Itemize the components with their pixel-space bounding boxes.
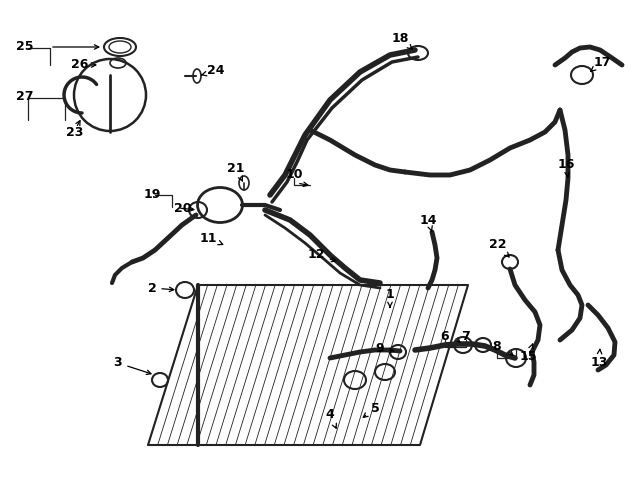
Text: 20: 20 bbox=[174, 202, 192, 215]
Text: 9: 9 bbox=[376, 343, 394, 356]
Text: 16: 16 bbox=[557, 158, 575, 177]
Text: 26: 26 bbox=[71, 59, 89, 72]
Text: 14: 14 bbox=[419, 214, 436, 232]
Text: 6: 6 bbox=[441, 331, 449, 344]
Text: 18: 18 bbox=[391, 32, 412, 49]
Text: 15: 15 bbox=[519, 344, 537, 362]
Text: 8: 8 bbox=[493, 340, 501, 353]
Text: 11: 11 bbox=[199, 231, 223, 245]
Text: 17: 17 bbox=[591, 56, 611, 72]
Text: 12: 12 bbox=[307, 249, 336, 262]
Text: 4: 4 bbox=[326, 408, 337, 428]
Text: 24: 24 bbox=[202, 64, 225, 77]
Text: 1: 1 bbox=[386, 288, 394, 307]
Text: 5: 5 bbox=[364, 401, 380, 418]
Text: 2: 2 bbox=[148, 281, 174, 295]
Text: 27: 27 bbox=[16, 91, 34, 104]
Text: 25: 25 bbox=[16, 40, 34, 53]
Text: 19: 19 bbox=[143, 188, 161, 201]
Text: 10: 10 bbox=[285, 168, 303, 181]
Text: 7: 7 bbox=[461, 331, 470, 344]
Text: 13: 13 bbox=[590, 349, 608, 369]
Text: 22: 22 bbox=[489, 239, 509, 257]
Text: 3: 3 bbox=[114, 357, 151, 374]
Text: 23: 23 bbox=[67, 125, 84, 139]
Text: 21: 21 bbox=[227, 161, 244, 181]
